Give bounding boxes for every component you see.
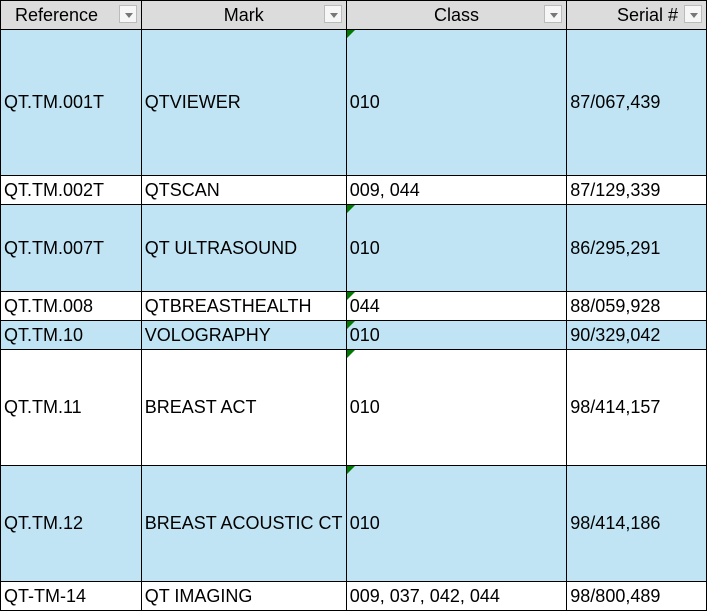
- cell-text: 009, 037, 042, 044: [349, 585, 500, 606]
- cell-reference[interactable]: QT.TM.001T: [0, 29, 142, 176]
- cell-mark[interactable]: QTSCAN: [140, 175, 347, 205]
- table-row: QT.TM.007T QT ULTRASOUND 010 86/295,291: [0, 204, 707, 292]
- cell-text: 010: [349, 92, 380, 112]
- header-mark: Mark: [140, 0, 347, 30]
- cell-class[interactable]: 009, 044: [345, 175, 568, 205]
- cell-text: QT.TM.007T: [4, 237, 105, 258]
- cell-text: QT.TM.12: [4, 513, 84, 533]
- cell-reference[interactable]: QT.TM.008: [0, 291, 142, 321]
- comment-indicator-icon: [347, 466, 355, 474]
- comment-indicator-icon: [347, 292, 355, 300]
- comment-indicator-icon: [347, 321, 355, 329]
- cell-text: 87/129,339: [570, 179, 661, 200]
- header-label: Serial #: [616, 4, 678, 25]
- cell-text: 010: [349, 237, 380, 258]
- comment-indicator-icon: [347, 30, 355, 38]
- cell-mark[interactable]: QTVIEWER: [140, 29, 347, 176]
- cell-reference[interactable]: QT.TM.11: [0, 349, 142, 466]
- cell-reference[interactable]: QT-TM-14: [0, 581, 142, 611]
- cell-text: 90/329,042: [570, 324, 661, 345]
- table-row: QT.TM.002T QTSCAN 009, 044 87/129,339: [0, 175, 707, 205]
- cell-text: 044: [349, 295, 380, 316]
- comment-indicator-icon: [347, 350, 355, 358]
- cell-serial[interactable]: 87/129,339: [566, 175, 707, 205]
- table-row: QT.TM.11 BREAST ACT 010 98/414,157: [0, 349, 707, 466]
- cell-serial[interactable]: 87/067,439: [566, 29, 707, 176]
- cell-text: QTSCAN: [144, 179, 220, 200]
- header-row: Reference Mark Class Serial #: [0, 0, 707, 30]
- cell-class[interactable]: 010: [345, 320, 568, 350]
- cell-text: 98/414,157: [570, 397, 661, 417]
- cell-reference[interactable]: QT.TM.007T: [0, 204, 142, 292]
- cell-text: QT.TM.002T: [4, 179, 105, 200]
- cell-mark[interactable]: QT IMAGING: [140, 581, 347, 611]
- cell-reference[interactable]: QT.TM.12: [0, 465, 142, 582]
- cell-text: 010: [349, 324, 380, 345]
- cell-class[interactable]: 044: [345, 291, 568, 321]
- header-label: Class: [434, 4, 480, 25]
- filter-dropdown-icon[interactable]: [684, 5, 702, 23]
- cell-serial[interactable]: 98/414,157: [566, 349, 707, 466]
- cell-text: QTBREASTHEALTH: [144, 295, 312, 316]
- cell-reference[interactable]: QT.TM.10: [0, 320, 142, 350]
- cell-serial[interactable]: 98/414,186: [566, 465, 707, 582]
- cell-text: 98/800,489: [570, 585, 661, 606]
- cell-mark[interactable]: VOLOGRAPHY: [140, 320, 347, 350]
- cell-class[interactable]: 010: [345, 349, 568, 466]
- cell-text: VOLOGRAPHY: [144, 324, 271, 345]
- cell-mark[interactable]: QT ULTRASOUND: [140, 204, 347, 292]
- cell-text: 010: [349, 397, 380, 417]
- cell-mark[interactable]: BREAST ACOUSTIC CT: [140, 465, 347, 582]
- cell-reference[interactable]: QT.TM.002T: [0, 175, 142, 205]
- filter-dropdown-icon[interactable]: [544, 5, 563, 23]
- cell-text: QT.TM.11: [4, 397, 82, 417]
- cell-text: 86/295,291: [570, 237, 661, 258]
- cell-mark[interactable]: QTBREASTHEALTH: [140, 291, 347, 321]
- table-row: QT.TM.001T QTVIEWER 010 87/067,439: [0, 29, 707, 176]
- cell-text: 009, 044: [349, 179, 420, 200]
- cell-text: QT.TM.008: [4, 295, 94, 316]
- cell-class[interactable]: 010: [345, 465, 568, 582]
- cell-text: 98/414,186: [570, 513, 661, 533]
- cell-class[interactable]: 009, 037, 042, 044: [345, 581, 568, 611]
- cell-text: 010: [349, 513, 380, 533]
- cell-text: QT.TM.001T: [4, 92, 105, 112]
- cell-serial[interactable]: 90/329,042: [566, 320, 707, 350]
- table-row: QT.TM.008 QTBREASTHEALTH 044 88/059,928: [0, 291, 707, 321]
- cell-text: QT ULTRASOUND: [144, 237, 298, 258]
- header-label: Mark: [223, 4, 264, 25]
- header-label: Reference: [15, 4, 99, 25]
- cell-serial[interactable]: 86/295,291: [566, 204, 707, 292]
- header-reference: Reference: [0, 0, 142, 30]
- cell-text: QT-TM-14: [4, 585, 87, 606]
- table-row: QT-TM-14 QT IMAGING 009, 037, 042, 044 98/8…: [0, 581, 707, 611]
- cell-text: 88/059,928: [570, 295, 661, 316]
- cell-text: QT IMAGING: [144, 585, 253, 606]
- cell-text: BREAST ACOUSTIC CT: [144, 513, 343, 533]
- comment-indicator-icon: [347, 205, 355, 213]
- cell-text: QT.TM.10: [4, 324, 84, 345]
- filter-dropdown-icon[interactable]: [118, 5, 137, 23]
- cell-text: 87/067,439: [570, 92, 661, 112]
- table-row: QT.TM.12 BREAST ACOUSTIC CT 010 98/414,186: [0, 465, 707, 582]
- cell-text: BREAST ACT: [144, 397, 257, 417]
- filter-dropdown-icon[interactable]: [323, 5, 342, 23]
- cell-serial[interactable]: 98/800,489: [566, 581, 707, 611]
- cell-serial[interactable]: 88/059,928: [566, 291, 707, 321]
- cell-text: QTVIEWER: [144, 92, 241, 112]
- header-class: Class: [345, 0, 568, 30]
- cell-mark[interactable]: BREAST ACT: [140, 349, 347, 466]
- header-serial: Serial #: [566, 0, 707, 30]
- cell-class[interactable]: 010: [345, 204, 568, 292]
- cell-class[interactable]: 010: [345, 29, 568, 176]
- table-row: QT.TM.10 VOLOGRAPHY 010 90/329,042: [0, 320, 707, 350]
